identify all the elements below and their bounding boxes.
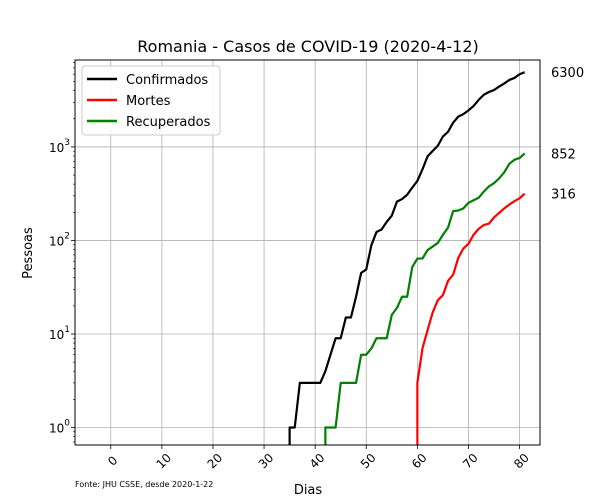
end-value-label: 852 [551,147,576,162]
y-tick-base: 10 [49,141,64,155]
legend: Confirmados Mortes Recuperados [81,65,221,136]
legend-label: Recuperados [126,115,211,130]
y-tick-base: 10 [49,328,64,342]
plot-frame [74,59,541,446]
y-tick-exponent: 0 [64,419,70,429]
y-tick-label: 102 [49,231,70,248]
series-lines [288,71,526,445]
legend-box [81,65,221,136]
x-axis-label: Dias [294,483,323,498]
y-tick-base: 10 [49,422,64,436]
source-footnote: Fonte: JHU CSSE, desde 2020-1-22 [75,480,213,489]
y-tick-label: 103 [49,138,70,155]
series-line-confirmados [288,71,526,445]
y-tick-exponent: 1 [64,325,70,335]
end-value-labels: 6300 852 316 [551,66,584,203]
legend-label: Mortes [126,94,171,109]
y-tick-exponent: 3 [64,138,70,148]
legend-label: Confirmados [126,73,208,88]
end-value-label: 6300 [551,66,584,81]
y-tick-label: 100 [49,419,70,436]
y-tick-label: 101 [49,325,70,342]
chart-title: Romania - Casos de COVID-19 (2020-4-12) [137,37,479,56]
end-value-label: 316 [551,188,576,203]
y-tick-exponent: 2 [64,231,70,241]
series-line-mortes [416,192,526,445]
y-axis-label: Pessoas [21,227,36,279]
y-tick-base: 10 [49,234,64,248]
series-line-recuperados [324,152,526,445]
